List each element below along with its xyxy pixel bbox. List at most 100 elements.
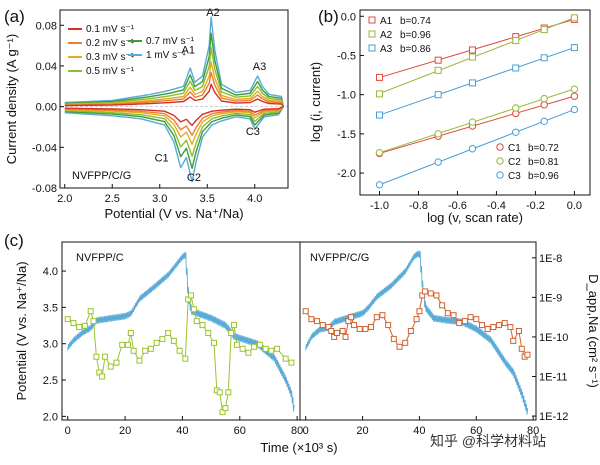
gitt-y-tick-label-right: 1E-8 [539, 253, 562, 265]
log-x-tick-label: -0.8 [409, 200, 428, 212]
cv-legend-label: 0.2 mV s⁻¹ [86, 38, 135, 49]
cv-legend: 0.1 mV s⁻¹ 0.2 mV s⁻¹ 0.3 mV s⁻¹ 0.5 mV s⁻¹… [68, 24, 195, 77]
log-point [512, 104, 520, 112]
gitt-diffusion-marker [368, 324, 375, 331]
cv-x-tick-label: 4.0 [247, 193, 262, 205]
log-legend-marker [368, 16, 376, 24]
gitt-diffusion-marker [199, 322, 206, 329]
log-point [375, 73, 383, 81]
gitt-diffusion-marker [496, 322, 503, 329]
gitt-potential-curve [67, 251, 295, 412]
cv-y-tick-label: 0.08 [36, 20, 57, 32]
log-legend-marker [496, 157, 504, 165]
log-x-tick-label: -0.4 [487, 200, 506, 212]
log-point [570, 14, 578, 22]
log-point [570, 92, 579, 100]
gitt-diffusion-marker [524, 351, 531, 358]
cv-y-tick-label: -0.04 [32, 142, 57, 154]
gitt-diffusion-marker [245, 349, 252, 356]
gitt-x-tick-label: 0 [65, 425, 71, 437]
gitt-x-tick-label: 40 [176, 425, 188, 437]
gitt-diffusion-marker [130, 347, 137, 354]
log-point [570, 85, 579, 93]
log-y-ticks: -2.0 -1.5 -1.0 -0.5 0.0 [337, 11, 364, 180]
gitt-y-tick-label-left: 3.0 [43, 339, 58, 351]
gitt-diffusion-marker [76, 324, 83, 331]
gitt-diffusion-marker [124, 341, 131, 348]
gitt-diffusion-marker [70, 320, 77, 327]
gitt-x-tick-label: 20 [356, 425, 368, 437]
log-y-tick-label: 0.0 [341, 11, 356, 23]
log-legend-name: C1 [508, 143, 521, 154]
gitt-diffusion-marker [490, 324, 497, 331]
gitt-diffusion-marker [407, 328, 414, 334]
log-point [468, 79, 476, 87]
gitt-x-tick-label: 0 [303, 425, 309, 437]
log-y-tick-label: -1.0 [337, 90, 356, 102]
panel-b-label: (b) [318, 7, 339, 26]
log-y-axis-label: log (i, current) [308, 62, 323, 142]
gitt-diffusion-marker [288, 359, 295, 366]
cv-x-tick-label: 2.0 [57, 193, 72, 205]
cv-legend-label: 1 mV s⁻¹ [146, 50, 186, 61]
cv-peak-label: A3 [253, 61, 266, 73]
gitt-plot-frame [61, 241, 537, 421]
cv-peak-label: C1 [155, 153, 169, 165]
gitt-y-tick-label-left: 4.0 [43, 266, 58, 278]
gitt-diffusion-marker [147, 345, 154, 352]
gitt-diffusion-marker [231, 322, 238, 329]
cv-y-ticks: -0.08 -0.04 0.00 0.04 0.08 [32, 20, 64, 195]
log-x-tick-label: 0.0 [567, 200, 582, 212]
gitt-diffusion-marker [205, 329, 212, 336]
gitt-diffusion-marker [274, 345, 281, 352]
gitt-diffusion-marker [385, 322, 392, 329]
gitt-diffusion-marker [450, 312, 457, 319]
gitt-diffusion-marker [216, 389, 223, 396]
gitt-x-tick-label: 60 [234, 425, 246, 437]
gitt-diffusion-marker [416, 308, 423, 315]
gitt-diffusion-marker [439, 302, 446, 309]
gitt-diffusion-marker [193, 318, 200, 325]
log-point [512, 37, 520, 45]
log-point [434, 66, 442, 74]
gitt-diffusion-marker [356, 326, 363, 333]
cv-legend-label: 0.1 mV s⁻¹ [86, 24, 135, 35]
gitt-x-axis-label: Time (×10³ s) [260, 440, 337, 455]
gitt-diffusion-marker [396, 343, 403, 350]
cv-x-axis-label: Potential (V vs. Na⁺/Na) [104, 206, 243, 221]
gitt-diffusion-marker [153, 339, 160, 346]
gitt-x-tick-label: 80 [527, 425, 539, 437]
cv-peak-label: C3 [246, 126, 260, 138]
gitt-x-tick-label: 80 [291, 425, 303, 437]
log-point [375, 90, 383, 98]
cv-peak-label: A2 [206, 7, 219, 19]
gitt-sample-label-right: NVFPP/C/G [310, 252, 369, 264]
gitt-diffusion-marker [282, 355, 289, 362]
gitt-diffusion-marker [351, 322, 358, 329]
gitt-diffusion-marker [64, 316, 71, 323]
cv-chart: (a) 2.0 2.5 3.0 3.5 4.0 -0.08 -0.04 0.00 0.04 0.… [4, 7, 289, 221]
log-legend-marker [496, 171, 504, 179]
gitt-diffusion-marker [413, 316, 420, 323]
gitt-y-tick-label-right: 1E-11 [539, 371, 568, 383]
gitt-diffusion-marker [170, 337, 177, 344]
log-point [512, 64, 520, 72]
log-legend-name: A3 [380, 44, 393, 55]
gitt-diffusion-marker [210, 339, 217, 346]
log-point [375, 111, 383, 119]
log-legend-b: b=0.96 [400, 30, 431, 41]
gitt-y-tick-label-right: 1E-10 [539, 332, 568, 344]
gitt-diffusion-marker [81, 322, 88, 329]
log-x-axis-label: log (v, scan rate) [427, 210, 523, 225]
gitt-diffusion-marker [127, 329, 134, 336]
log-legend-marker [496, 143, 504, 151]
gitt-diffusion-marker [136, 357, 143, 364]
gitt-y-axis-label-left: Potential (V vs. Na⁺/Na) [14, 261, 29, 400]
gitt-diffusion-marker [256, 341, 263, 348]
gitt-diffusion-marker [99, 373, 106, 380]
gitt-diffusion-marker [302, 308, 309, 315]
gitt-y-tick-label-left: 2.5 [43, 375, 58, 387]
gitt-diffusion-marker [93, 353, 100, 360]
log-point [468, 46, 476, 54]
gitt-ticks: 0 20 40 60 80 0 20 40 60 802.02.53.03.54.01E-81E-… [43, 253, 569, 437]
